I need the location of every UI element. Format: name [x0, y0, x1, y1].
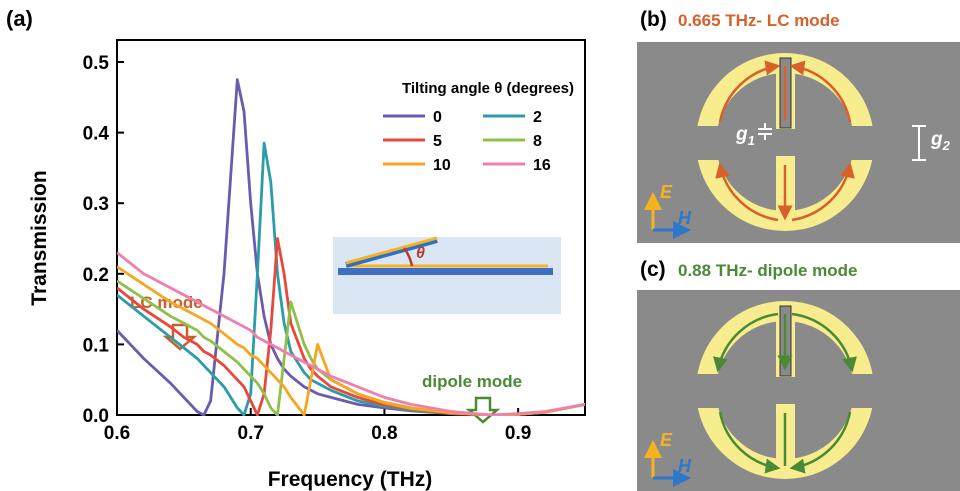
- gap-label: g: [930, 129, 943, 150]
- x-tick-label: 0.6: [104, 423, 130, 444]
- y-tick-label: 0.3: [83, 194, 109, 215]
- y-tick-label: 0.0: [83, 406, 109, 427]
- legend-label: 2: [533, 109, 542, 126]
- y-tick-label: 0.2: [83, 265, 109, 286]
- panel-c: [637, 290, 960, 491]
- panel-title: 0.665 THz- LC mode: [678, 11, 840, 30]
- x-tick-label: 0.7: [238, 423, 264, 444]
- series-line: [117, 251, 585, 416]
- gap-label: g1: [735, 124, 755, 148]
- gap-subscript: 2: [942, 138, 951, 153]
- panel-label: (a): [6, 6, 33, 31]
- panel-title: 0.88 THz- dipole mode: [678, 261, 857, 280]
- series-line: [117, 265, 585, 416]
- x-tick-label: 0.9: [505, 423, 531, 444]
- plot-frame: [116, 39, 586, 416]
- inset-label: θ: [416, 245, 425, 262]
- gap-label: g: [735, 124, 748, 145]
- arrow: [465, 396, 501, 424]
- panel-label: (c): [640, 258, 666, 281]
- legend-title: Tilting angle θ (degrees): [402, 80, 574, 97]
- field-label: H: [678, 456, 692, 476]
- legend-label: 0: [433, 109, 442, 126]
- y-axis-label: Transmission: [28, 170, 51, 305]
- inset: θ: [333, 236, 561, 314]
- x-axis-label: Frequency (THz): [268, 468, 433, 491]
- legend-label: 16: [533, 157, 551, 174]
- legend-label: 5: [433, 133, 442, 150]
- annotation: dipole mode: [422, 372, 522, 391]
- gap-label: g2: [930, 129, 951, 153]
- annotation: LC mode: [130, 293, 203, 312]
- panel-label: (b): [640, 8, 667, 31]
- y-tick-label: 0.1: [83, 335, 110, 356]
- field-label: H: [678, 208, 692, 228]
- gap-subscript: 1: [748, 133, 755, 148]
- x-tick-label: 0.8: [371, 423, 397, 444]
- y-tick-label: 0.5: [83, 53, 110, 74]
- y-tick-label: 0.4: [83, 124, 110, 145]
- legend-label: 10: [433, 157, 451, 174]
- legend-label: 8: [533, 133, 542, 150]
- field-label: E: [660, 182, 673, 202]
- panel-b: [637, 42, 960, 243]
- field-label: E: [660, 430, 673, 450]
- lines: [117, 78, 585, 416]
